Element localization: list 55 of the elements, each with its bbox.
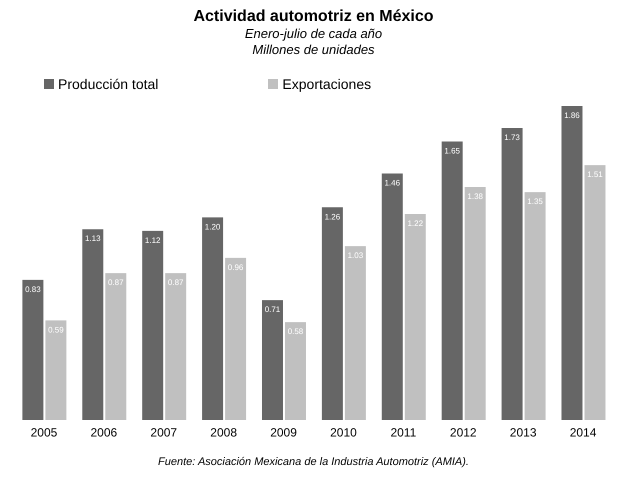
data-label: 0.59 — [48, 325, 64, 334]
bar — [442, 141, 463, 420]
data-label: 0.58 — [288, 327, 304, 336]
legend-label: Exportaciones — [281, 76, 372, 92]
x-tick-label: 2011 — [390, 426, 417, 440]
data-label: 1.46 — [384, 178, 401, 188]
data-label: 1.51 — [587, 170, 604, 180]
x-tick-label: 2008 — [210, 426, 238, 440]
bar — [165, 273, 186, 420]
data-label: 0.71 — [264, 305, 281, 314]
bar — [262, 300, 283, 420]
x-tick-label: 2010 — [330, 426, 358, 440]
data-label: 1.38 — [467, 192, 484, 202]
x-tick-label: 2006 — [90, 426, 118, 440]
data-label: 1.35 — [527, 197, 544, 206]
data-label: 1.20 — [204, 222, 221, 232]
bar — [105, 273, 126, 420]
data-label: 1.03 — [348, 251, 364, 260]
x-tick-label: 2009 — [270, 426, 298, 440]
x-tick-label: 2014 — [570, 426, 597, 440]
data-label: 0.87 — [108, 278, 124, 288]
chart-subtitle: Enero-julio de cada año Millones de unidades — [244, 26, 384, 58]
bar — [404, 214, 426, 420]
bar — [225, 258, 246, 420]
data-label: 0.83 — [25, 284, 42, 294]
data-label: 1.12 — [144, 236, 162, 245]
x-tick-label: 2012 — [450, 426, 477, 440]
bar — [464, 187, 486, 420]
bar — [82, 229, 104, 420]
bar — [284, 322, 306, 420]
chart-title: Actividad automotriz en México — [192, 8, 435, 26]
data-label: 1.13 — [84, 234, 102, 244]
bar — [45, 320, 66, 420]
x-tick-label: 2005 — [30, 426, 58, 440]
data-label: 1.26 — [324, 212, 341, 222]
data-label: 0.87 — [168, 278, 184, 288]
data-label: 1.65 — [444, 146, 461, 156]
bar — [524, 192, 546, 420]
bar — [202, 217, 224, 420]
bar — [322, 207, 343, 420]
data-label: 1.86 — [564, 111, 580, 120]
data-label: 0.96 — [228, 262, 244, 272]
x-tick-label: 2007 — [150, 426, 178, 440]
source-note: Fuente: Asociación Mexicana de la Industria Automotriz (AMIA). — [157, 456, 470, 468]
legend-label: Producción total — [57, 76, 158, 92]
bar — [382, 174, 403, 420]
bar — [22, 280, 44, 420]
bar — [344, 246, 366, 420]
bar — [502, 128, 523, 420]
x-tick-label: 2013 — [510, 426, 537, 440]
data-label: 1.22 — [407, 219, 424, 228]
bar — [561, 106, 582, 420]
bar — [584, 165, 606, 420]
bar — [142, 230, 164, 420]
data-label: 1.73 — [504, 132, 520, 142]
